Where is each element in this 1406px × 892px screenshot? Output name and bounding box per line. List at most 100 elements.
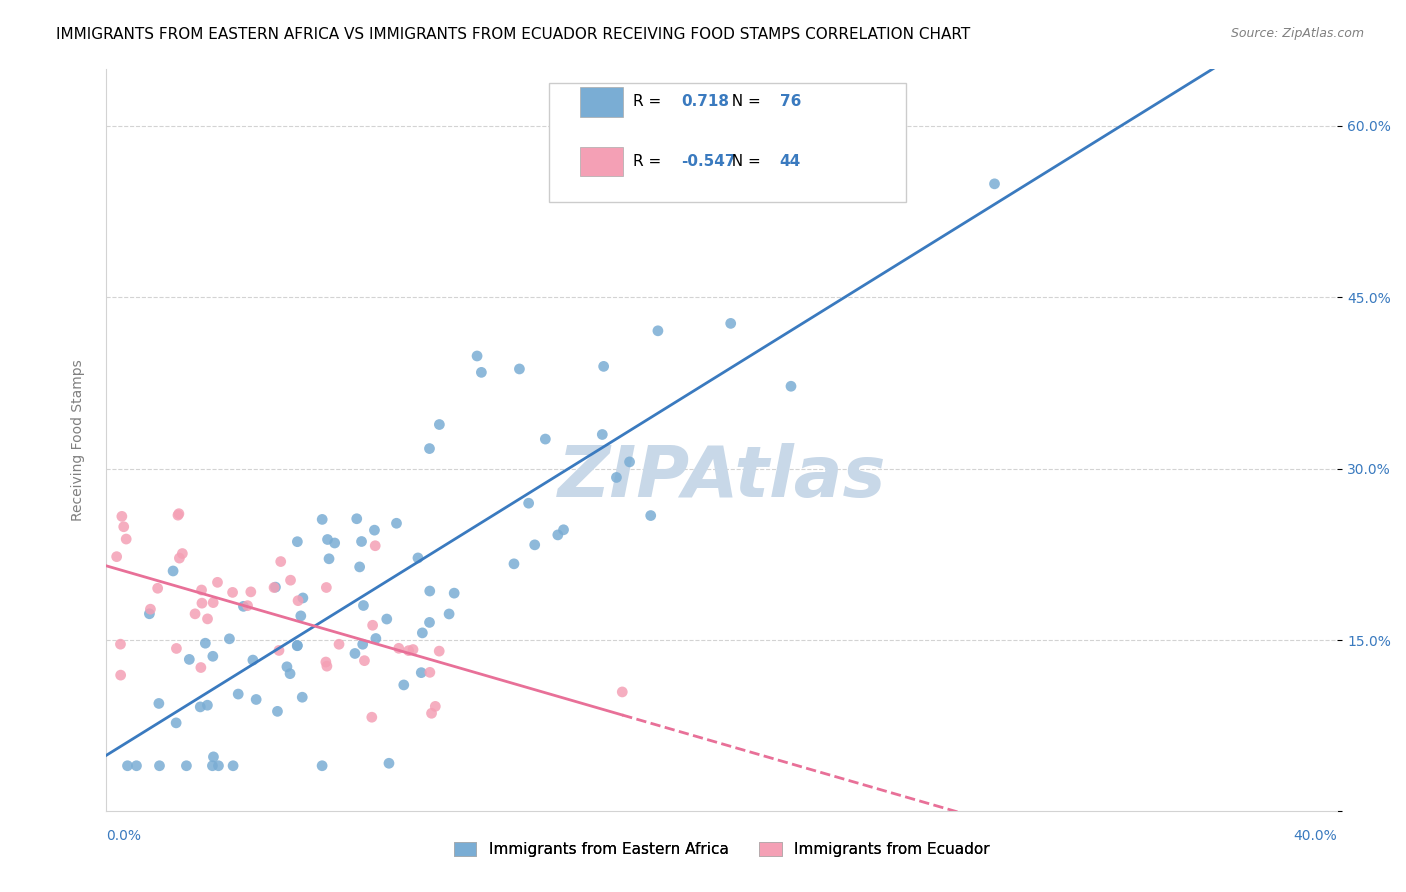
Point — [465, 349, 488, 363]
Point — [315, 581, 337, 595]
Point — [346, 512, 368, 526]
Point — [349, 560, 371, 574]
Point — [287, 593, 309, 607]
Point — [222, 758, 245, 772]
Point — [508, 362, 530, 376]
Point — [443, 586, 465, 600]
Point — [179, 652, 201, 666]
Point — [105, 549, 128, 564]
Text: 0.0%: 0.0% — [105, 829, 141, 843]
Point — [612, 685, 634, 699]
Point — [176, 758, 198, 772]
Point — [291, 690, 314, 705]
Text: 76: 76 — [779, 95, 801, 110]
Point — [148, 758, 170, 772]
Point — [420, 706, 443, 721]
Point — [619, 455, 641, 469]
Point — [647, 324, 669, 338]
Point — [523, 538, 546, 552]
Point — [419, 584, 441, 599]
Point — [361, 618, 384, 632]
Text: 40.0%: 40.0% — [1294, 829, 1337, 843]
Point — [172, 547, 194, 561]
Point — [291, 591, 314, 605]
Point — [290, 608, 312, 623]
Point — [201, 758, 224, 772]
Point — [207, 758, 229, 772]
Point — [285, 639, 308, 653]
Point — [190, 582, 212, 597]
Point — [780, 379, 803, 393]
Text: 44: 44 — [779, 154, 801, 169]
Text: R =: R = — [633, 154, 666, 169]
Text: R =: R = — [633, 95, 666, 110]
Point — [411, 626, 433, 640]
Point — [167, 508, 190, 523]
Point — [640, 508, 662, 523]
Point — [188, 699, 211, 714]
Point — [328, 637, 350, 651]
Point — [547, 528, 569, 542]
Point — [427, 644, 450, 658]
Text: IMMIGRANTS FROM EASTERN AFRICA VS IMMIGRANTS FROM ECUADOR RECEIVING FOOD STAMPS : IMMIGRANTS FROM EASTERN AFRICA VS IMMIGR… — [56, 27, 970, 42]
Point — [315, 655, 337, 669]
Point — [418, 442, 440, 456]
Point — [266, 704, 288, 718]
Point — [429, 417, 451, 432]
Point — [226, 687, 249, 701]
Point — [352, 637, 374, 651]
Point — [364, 632, 387, 646]
Legend: Immigrants from Eastern Africa, Immigrants from Ecuador: Immigrants from Eastern Africa, Immigran… — [447, 836, 995, 863]
Point — [232, 599, 254, 614]
Point — [364, 539, 387, 553]
Point — [720, 317, 742, 331]
Point — [165, 715, 187, 730]
Point — [285, 534, 308, 549]
Point — [245, 692, 267, 706]
Point — [221, 585, 243, 599]
FancyBboxPatch shape — [581, 146, 623, 177]
Point — [517, 496, 540, 510]
Point — [218, 632, 240, 646]
Text: N =: N = — [721, 95, 765, 110]
Point — [264, 580, 287, 594]
Point — [605, 470, 627, 484]
Point — [470, 365, 492, 379]
Point — [239, 585, 262, 599]
Point — [418, 615, 440, 630]
Point — [285, 639, 308, 653]
FancyBboxPatch shape — [581, 87, 623, 117]
Point — [197, 612, 219, 626]
Point — [316, 533, 339, 547]
Point — [378, 756, 401, 771]
Point — [503, 557, 526, 571]
Point — [343, 647, 366, 661]
Point — [278, 666, 301, 681]
Point — [148, 697, 170, 711]
Point — [169, 551, 191, 566]
Point — [242, 653, 264, 667]
Point — [201, 649, 224, 664]
Point — [190, 660, 212, 674]
Point — [111, 509, 134, 524]
Point — [419, 665, 441, 680]
Point — [139, 602, 162, 616]
Point — [553, 523, 575, 537]
Point — [236, 599, 259, 613]
Point — [311, 758, 333, 772]
Point — [406, 550, 429, 565]
Point — [315, 659, 337, 673]
Point — [125, 758, 148, 772]
Point — [202, 596, 225, 610]
Point — [323, 536, 346, 550]
Point — [263, 581, 285, 595]
Point — [165, 641, 187, 656]
Point — [402, 642, 425, 657]
Point — [115, 532, 138, 546]
Point — [184, 607, 207, 621]
Point — [437, 607, 460, 621]
Point — [267, 643, 290, 657]
Point — [207, 575, 229, 590]
Point — [110, 668, 132, 682]
Point — [425, 699, 447, 714]
